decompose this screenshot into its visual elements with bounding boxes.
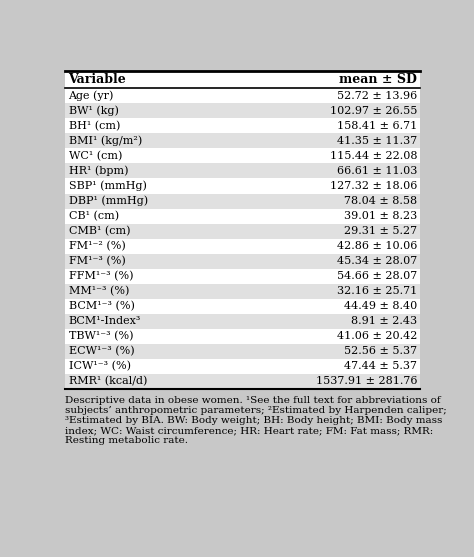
Bar <box>65 223 420 238</box>
Text: Age (yr): Age (yr) <box>69 91 114 101</box>
Bar <box>65 253 420 268</box>
Bar <box>65 178 420 193</box>
Text: 52.56 ± 5.37: 52.56 ± 5.37 <box>344 346 417 356</box>
Text: FM¹⁻³ (%): FM¹⁻³ (%) <box>69 256 125 266</box>
Text: 32.16 ± 25.71: 32.16 ± 25.71 <box>337 286 417 296</box>
Bar <box>65 119 420 134</box>
Text: 127.32 ± 18.06: 127.32 ± 18.06 <box>330 181 417 191</box>
Bar <box>65 344 420 359</box>
Text: SBP¹ (mmHg): SBP¹ (mmHg) <box>69 180 146 191</box>
Text: 115.44 ± 22.08: 115.44 ± 22.08 <box>330 151 417 161</box>
Text: index; WC: Waist circumference; HR: Heart rate; FM: Fat mass; RMR:: index; WC: Waist circumference; HR: Hear… <box>65 427 434 436</box>
Bar <box>65 374 420 389</box>
Bar <box>65 314 420 329</box>
Text: 44.49 ± 8.40: 44.49 ± 8.40 <box>344 301 417 311</box>
Bar <box>65 238 420 253</box>
Text: ECW¹⁻³ (%): ECW¹⁻³ (%) <box>69 346 134 356</box>
Bar <box>65 329 420 344</box>
Text: Variable: Variable <box>69 74 126 86</box>
Text: DBP¹ (mmHg): DBP¹ (mmHg) <box>69 196 148 206</box>
Bar <box>65 284 420 299</box>
Text: Descriptive data in obese women. ¹See the full text for abbreviations of: Descriptive data in obese women. ¹See th… <box>65 397 441 405</box>
Text: 102.97 ± 26.55: 102.97 ± 26.55 <box>330 106 417 116</box>
Text: 29.31 ± 5.27: 29.31 ± 5.27 <box>344 226 417 236</box>
Text: 45.34 ± 28.07: 45.34 ± 28.07 <box>337 256 417 266</box>
Bar <box>65 104 420 119</box>
Text: 42.86 ± 10.06: 42.86 ± 10.06 <box>337 241 417 251</box>
Text: RMR¹ (kcal/d): RMR¹ (kcal/d) <box>69 376 147 387</box>
Text: FM¹⁻² (%): FM¹⁻² (%) <box>69 241 125 251</box>
Text: mean ± SD: mean ± SD <box>339 74 417 86</box>
Bar <box>65 134 420 149</box>
Text: ICW¹⁻³ (%): ICW¹⁻³ (%) <box>69 361 130 372</box>
Text: 158.41 ± 6.71: 158.41 ± 6.71 <box>337 121 417 131</box>
Bar <box>65 71 420 389</box>
Text: BW¹ (kg): BW¹ (kg) <box>69 106 118 116</box>
Text: 1537.91 ± 281.76: 1537.91 ± 281.76 <box>316 376 417 386</box>
Bar <box>65 359 420 374</box>
Bar <box>65 149 420 163</box>
Text: BH¹ (cm): BH¹ (cm) <box>69 121 120 131</box>
Bar <box>65 89 420 104</box>
Text: ³Estimated by BIA. BW: Body weight; BH: Body height; BMI: Body mass: ³Estimated by BIA. BW: Body weight; BH: … <box>65 417 443 426</box>
Text: 41.35 ± 11.37: 41.35 ± 11.37 <box>337 136 417 146</box>
Text: 8.91 ± 2.43: 8.91 ± 2.43 <box>351 316 417 326</box>
Text: CB¹ (cm): CB¹ (cm) <box>69 211 118 221</box>
Text: 54.66 ± 28.07: 54.66 ± 28.07 <box>337 271 417 281</box>
Text: BCM¹-Index³: BCM¹-Index³ <box>69 316 141 326</box>
Text: WC¹ (cm): WC¹ (cm) <box>69 151 122 161</box>
Text: MM¹⁻³ (%): MM¹⁻³ (%) <box>69 286 129 296</box>
Text: HR¹ (bpm): HR¹ (bpm) <box>69 165 128 176</box>
Text: BCM¹⁻³ (%): BCM¹⁻³ (%) <box>69 301 135 311</box>
Text: CMB¹ (cm): CMB¹ (cm) <box>69 226 130 236</box>
Text: 66.61 ± 11.03: 66.61 ± 11.03 <box>337 166 417 176</box>
Bar <box>65 299 420 314</box>
Text: 47.44 ± 5.37: 47.44 ± 5.37 <box>344 361 417 371</box>
Bar <box>65 193 420 208</box>
Text: 39.01 ± 8.23: 39.01 ± 8.23 <box>344 211 417 221</box>
Bar <box>65 268 420 284</box>
Text: Resting metabolic rate.: Resting metabolic rate. <box>65 437 189 446</box>
Text: 52.72 ± 13.96: 52.72 ± 13.96 <box>337 91 417 101</box>
Text: 41.06 ± 20.42: 41.06 ± 20.42 <box>337 331 417 341</box>
Text: 78.04 ± 8.58: 78.04 ± 8.58 <box>344 196 417 206</box>
Text: TBW¹⁻³ (%): TBW¹⁻³ (%) <box>69 331 133 341</box>
Text: subjects’ anthropometric parameters; ²Estimated by Harpenden caliper;: subjects’ anthropometric parameters; ²Es… <box>65 407 447 416</box>
Bar <box>65 208 420 223</box>
Text: FFM¹⁻³ (%): FFM¹⁻³ (%) <box>69 271 133 281</box>
Bar <box>65 163 420 178</box>
Text: BMI¹ (kg/m²): BMI¹ (kg/m²) <box>69 136 142 146</box>
